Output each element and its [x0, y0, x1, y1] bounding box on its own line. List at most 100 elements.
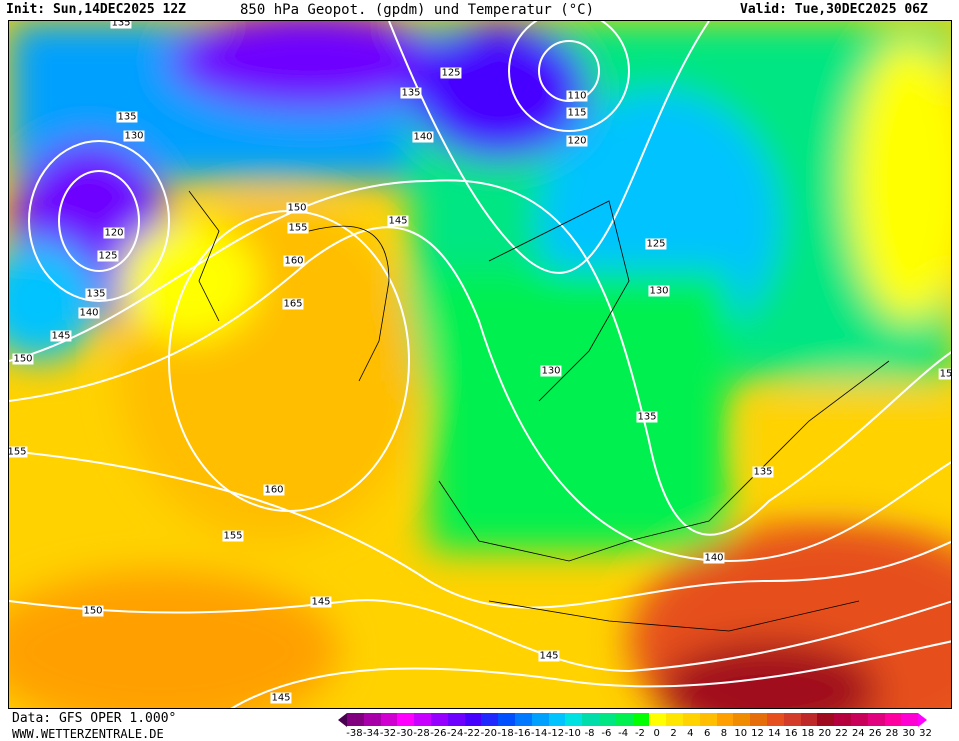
website: WWW.WETTERZENTRALE.DE — [12, 727, 164, 741]
contour-label: 145 — [270, 692, 292, 704]
legend-color-cell — [582, 713, 599, 726]
legend-color-cell — [901, 713, 919, 726]
legend-min-arrow — [338, 712, 347, 727]
legend-tick-label: -12 — [547, 728, 565, 739]
legend-tick-label: 18 — [801, 728, 815, 739]
legend-ticks: -38 -34 -32 -30 -28 -26 -24 -22 -20 -18 -16 -14 -12-… — [346, 728, 934, 739]
legend-color-cell — [531, 713, 549, 726]
legend-color-cell — [380, 713, 398, 726]
contour-label: 130 — [123, 130, 145, 142]
legend-color-cell — [716, 713, 734, 726]
legend-tick-label: 14 — [767, 728, 781, 739]
legend-color-cell — [397, 713, 415, 726]
legend-color-cell — [666, 713, 683, 726]
contour-label: 145 — [387, 215, 409, 227]
legend-tick-label: 2 — [670, 728, 677, 739]
valid-time: Valid: Tue,30DEC2025 06Z — [740, 2, 928, 17]
contour-label: 120 — [103, 227, 125, 239]
contour-label: 145 — [50, 330, 72, 342]
legend-tick-label: -26 — [430, 728, 447, 739]
legend-tick-label: 28 — [885, 728, 899, 739]
legend-tick-label: -38 — [346, 728, 363, 739]
legend-tick-label: -2 — [634, 728, 645, 739]
contour-label: 125 — [97, 250, 119, 262]
legend-color-cell — [598, 713, 616, 726]
contour-label: 135 — [636, 411, 658, 423]
legend-tick-label: -10 — [564, 728, 581, 739]
legend-tick-label: 10 — [734, 728, 748, 739]
contour-label: 165 — [282, 298, 304, 310]
contour-label: 130 — [540, 365, 562, 377]
legend-tick-label: -6 — [601, 728, 612, 739]
legend-tick-label: -18 — [497, 728, 514, 739]
contour-label: 130 — [648, 285, 670, 297]
legend-tick-label: 16 — [784, 728, 798, 739]
legend-color-cell — [632, 713, 650, 726]
legend-color-cell — [498, 713, 515, 726]
legend-max-arrow — [918, 712, 928, 727]
legend-tick-label: -16 — [514, 728, 531, 739]
legend-tick-label: -20 — [480, 728, 497, 739]
legend-tick-label: 12 — [751, 728, 764, 739]
legend-color-cell — [447, 713, 465, 726]
color-legend — [338, 712, 928, 727]
legend-tick-label: 20 — [818, 728, 832, 739]
legend-tick-label: -32 — [379, 728, 397, 739]
contour-label: 160 — [283, 255, 305, 267]
contour-label: 135 — [752, 466, 774, 478]
contour-label: 15 — [938, 368, 952, 380]
legend-color-cell — [733, 713, 751, 726]
legend-color-cell — [481, 713, 499, 726]
legend-color-cell — [783, 713, 801, 726]
contour-label: 140 — [703, 552, 725, 564]
legend-tick-label: -14 — [530, 728, 548, 739]
legend-color-cell — [850, 713, 868, 726]
temperature-field — [9, 21, 951, 708]
legend-color-cell — [682, 713, 700, 726]
legend-color-cell — [834, 713, 851, 726]
legend-tick-label: -8 — [584, 728, 595, 739]
legend-tick-label: -30 — [396, 728, 413, 739]
legend-color-cell — [414, 713, 431, 726]
legend-color-cell — [430, 713, 448, 726]
contour-label: 155 — [8, 446, 28, 458]
legend-tick-label: 26 — [868, 728, 882, 739]
legend-tick-label: 24 — [851, 728, 865, 739]
contour-label: 160 — [263, 484, 285, 496]
contour-label: 135 — [400, 87, 422, 99]
legend-color-cell — [817, 713, 835, 726]
legend-tick-label: 32 — [919, 728, 932, 739]
legend-tick-label: -22 — [463, 728, 481, 739]
legend-color-cell — [615, 713, 633, 726]
contour-label: 120 — [566, 135, 588, 147]
contour-label: 145 — [538, 650, 560, 662]
contour-label: 150 — [286, 202, 308, 214]
contour-label: 150 — [12, 353, 34, 365]
legend-color-cell — [699, 713, 717, 726]
contour-label: 155 — [222, 530, 244, 542]
legend-color-cell — [347, 713, 364, 726]
init-time: Init: Sun,14DEC2025 12Z — [6, 2, 187, 17]
legend-color-cell — [766, 713, 784, 726]
legend-tick-label: 4 — [687, 728, 694, 739]
contour-label: 135 — [110, 21, 132, 29]
legend-tick-label: 22 — [835, 728, 848, 739]
legend-tick-label: -4 — [618, 728, 629, 739]
legend-color-cell — [548, 713, 566, 726]
map-title: 850 hPa Geopot. (gpdm) und Temperatur (°… — [240, 2, 595, 18]
coastlines — [188, 190, 890, 632]
legend-color-cell — [649, 713, 667, 726]
legend-tick-label: -34 — [363, 728, 380, 739]
legend-color-cell — [514, 713, 532, 726]
contour-label: 110 — [566, 90, 588, 102]
legend-color-cell — [750, 713, 767, 726]
legend-color-cell — [884, 713, 902, 726]
contour-label: 135 — [116, 111, 138, 123]
legend-tick-label: -28 — [413, 728, 430, 739]
legend-color-cell — [800, 713, 818, 726]
contour-label: 155 — [287, 222, 309, 234]
legend-color-cell — [363, 713, 381, 726]
legend-color-cell — [565, 713, 583, 726]
contour-label: 140 — [412, 131, 434, 143]
contour-label: 150 — [82, 605, 104, 617]
